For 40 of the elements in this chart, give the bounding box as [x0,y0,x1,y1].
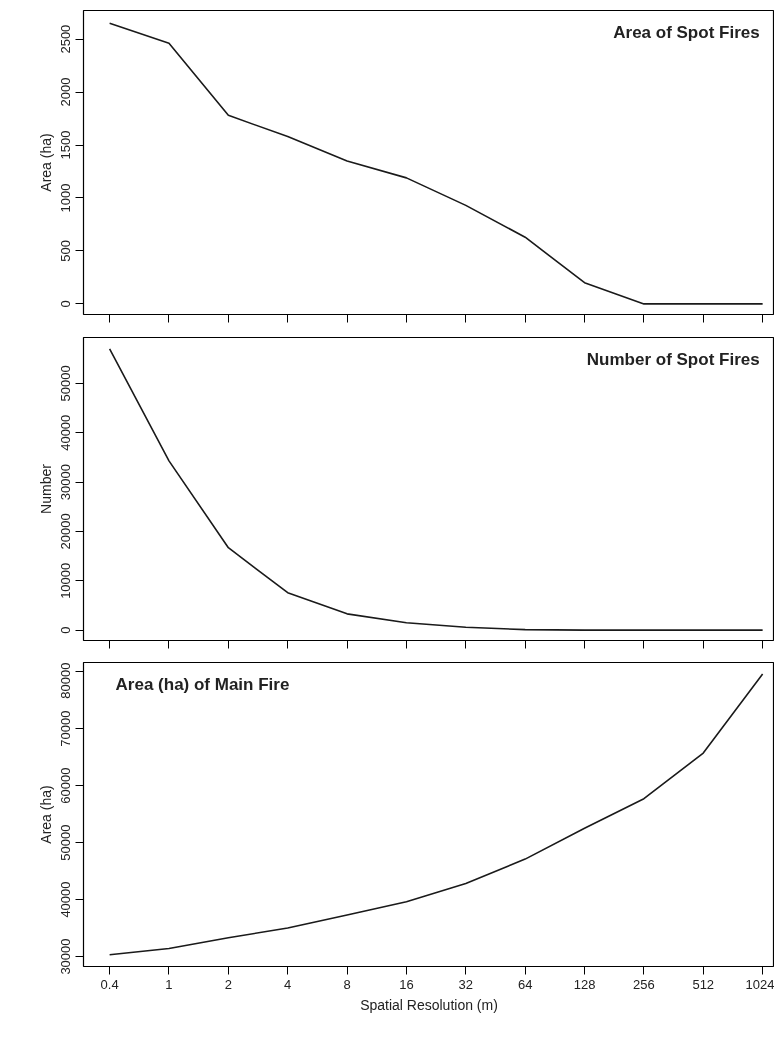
line-series [108,673,764,956]
x-tick-label: 1024 [745,976,774,992]
x-tick-label: 512 [692,976,715,992]
y-axis-title: Area (ha) [37,785,54,844]
y-tick-label: 500 [58,240,74,262]
x-tick-label: 64 [517,976,533,992]
x-tick-label: 16 [399,976,414,992]
x-tick-label: 256 [633,976,655,992]
y-tick-label: 0 [58,626,74,634]
x-tick-label: 0.4 [100,976,119,992]
x-tick-label: 8 [343,976,351,992]
y-tick-label: 80000 [58,662,74,699]
text: Area (ha) of Main Fire [115,675,290,694]
x-tick-label: 4 [284,976,292,992]
line-series [108,348,764,631]
y-tick-label: 70000 [58,710,74,747]
y-tick-label: 2000 [58,77,74,107]
y-axis-title: Area (ha) [37,133,54,192]
y-tick-label: 2500 [58,24,74,54]
y-tick-label: 0 [58,300,74,308]
y-tick-label: 30000 [58,464,74,501]
x-tick-label: 1 [165,976,173,992]
y-tick-label: 50000 [58,365,74,402]
text: Number of Spot Fires [586,350,760,369]
text: Area of Spot Fires [613,23,760,42]
y-tick-label: 40000 [58,881,74,918]
y-tick-label: 10000 [58,562,74,599]
y-tick-label: 60000 [58,767,74,804]
y-tick-label: 30000 [58,938,74,975]
x-tick-label: 128 [573,976,596,992]
x-axis-title: Spatial Resolution (m) [360,996,498,1013]
x-tick-label: 32 [458,976,474,992]
y-tick-label: 20000 [58,513,74,550]
y-tick-label: 40000 [58,414,74,451]
y-tick-label: 50000 [58,824,74,861]
line-series [108,22,764,305]
y-axis-title: Number [37,463,54,514]
y-tick-label: 1500 [58,130,74,160]
y-tick-label: 1000 [58,183,74,213]
x-tick-label: 2 [224,976,232,992]
